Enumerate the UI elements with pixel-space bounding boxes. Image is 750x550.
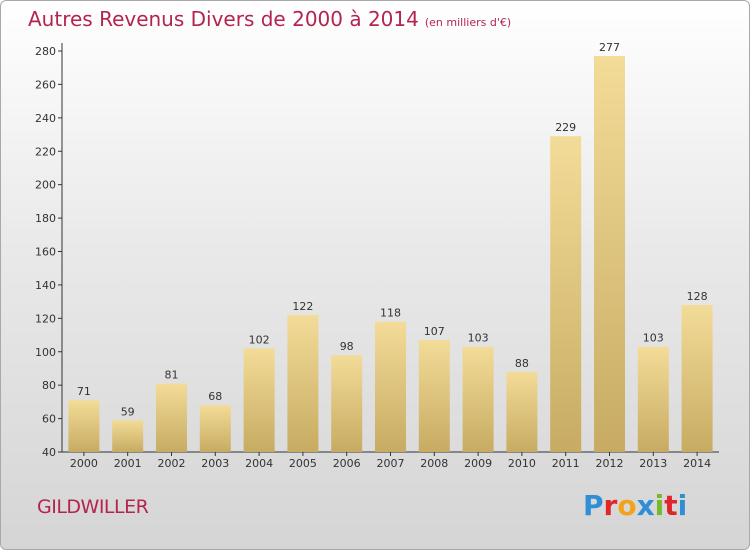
data-label: 59 — [121, 405, 135, 418]
y-tick-label: 180 — [35, 212, 56, 225]
logo-letter: x — [636, 489, 655, 522]
x-tick-label: 2006 — [333, 457, 361, 470]
x-tick-label: 2007 — [377, 457, 405, 470]
proxiti-logo: Proxiti — [583, 489, 687, 522]
y-tick-label: 260 — [35, 78, 56, 91]
bar — [68, 400, 100, 452]
y-tick-label: 40 — [42, 446, 56, 459]
y-tick-label: 220 — [35, 145, 56, 158]
x-tick-label: 2011 — [552, 457, 580, 470]
bar — [681, 304, 713, 452]
y-tick-label: 140 — [35, 279, 56, 292]
chart-axes: 40 60 80 100 120 140 160 180 200 220 240 260 280 — [35, 43, 719, 459]
x-tick-label: 2002 — [158, 457, 186, 470]
x-tick-label: 2003 — [201, 457, 229, 470]
chart-labels: 2000 71 2001 59 2002 81 2003 68 2004 102 2005 122 20… — [70, 41, 711, 470]
x-tick-label: 2004 — [245, 457, 273, 470]
data-label: 71 — [77, 385, 91, 398]
data-label: 229 — [555, 121, 576, 134]
data-label: 102 — [249, 333, 270, 346]
bar — [462, 346, 494, 452]
x-tick-label: 2012 — [596, 457, 624, 470]
data-label: 103 — [643, 332, 664, 345]
bar — [199, 405, 231, 452]
data-label: 122 — [292, 300, 313, 313]
logo-letter: o — [617, 489, 637, 522]
data-label: 103 — [468, 332, 489, 345]
data-label: 68 — [208, 390, 222, 403]
x-tick-label: 2010 — [508, 457, 536, 470]
bar — [637, 346, 669, 452]
logo-letter: i — [654, 489, 665, 522]
y-tick-label: 80 — [42, 379, 56, 392]
data-label: 118 — [380, 307, 401, 320]
y-tick-label: 160 — [35, 246, 56, 259]
y-tick-label: 60 — [42, 413, 56, 426]
bar — [506, 371, 538, 452]
x-tick-label: 2009 — [464, 457, 492, 470]
bar — [375, 321, 406, 452]
bar — [331, 355, 363, 452]
y-tick-label: 200 — [35, 179, 56, 192]
bar — [243, 348, 275, 452]
logo-letter: P — [583, 489, 604, 522]
y-tick-label: 240 — [35, 112, 56, 125]
logo-letter: i — [677, 489, 688, 522]
logo-letter: r — [603, 489, 618, 522]
data-label: 88 — [515, 357, 529, 370]
x-tick-label: 2008 — [420, 457, 448, 470]
bar — [594, 56, 625, 452]
x-tick-label: 2013 — [639, 457, 667, 470]
data-label: 107 — [424, 325, 445, 338]
x-tick-label: 2014 — [683, 457, 711, 470]
y-tick-label: 280 — [35, 45, 56, 58]
x-tick-label: 2001 — [114, 457, 142, 470]
bar — [156, 383, 187, 452]
data-label: 128 — [687, 290, 708, 303]
logo-letter: t — [664, 489, 678, 522]
chart-title: Autres Revenus Divers de 2000 à 2014 (en … — [28, 7, 511, 31]
data-label: 81 — [165, 368, 179, 381]
commune-name: GILDWILLER — [37, 496, 149, 518]
x-tick-label: 2000 — [70, 457, 98, 470]
bar — [418, 340, 450, 452]
chart-unit: (en milliers d'€) — [424, 16, 512, 29]
data-label: 98 — [340, 340, 354, 353]
bar — [287, 314, 319, 452]
bar — [112, 420, 144, 452]
x-tick-label: 2005 — [289, 457, 317, 470]
data-label: 277 — [599, 41, 620, 54]
chart-bars — [68, 56, 713, 452]
y-tick-label: 100 — [35, 346, 56, 359]
bar — [550, 136, 582, 452]
chart-title-text: Autres Revenus Divers de 2000 à 2014 — [28, 7, 419, 31]
y-tick-label: 120 — [35, 312, 56, 325]
